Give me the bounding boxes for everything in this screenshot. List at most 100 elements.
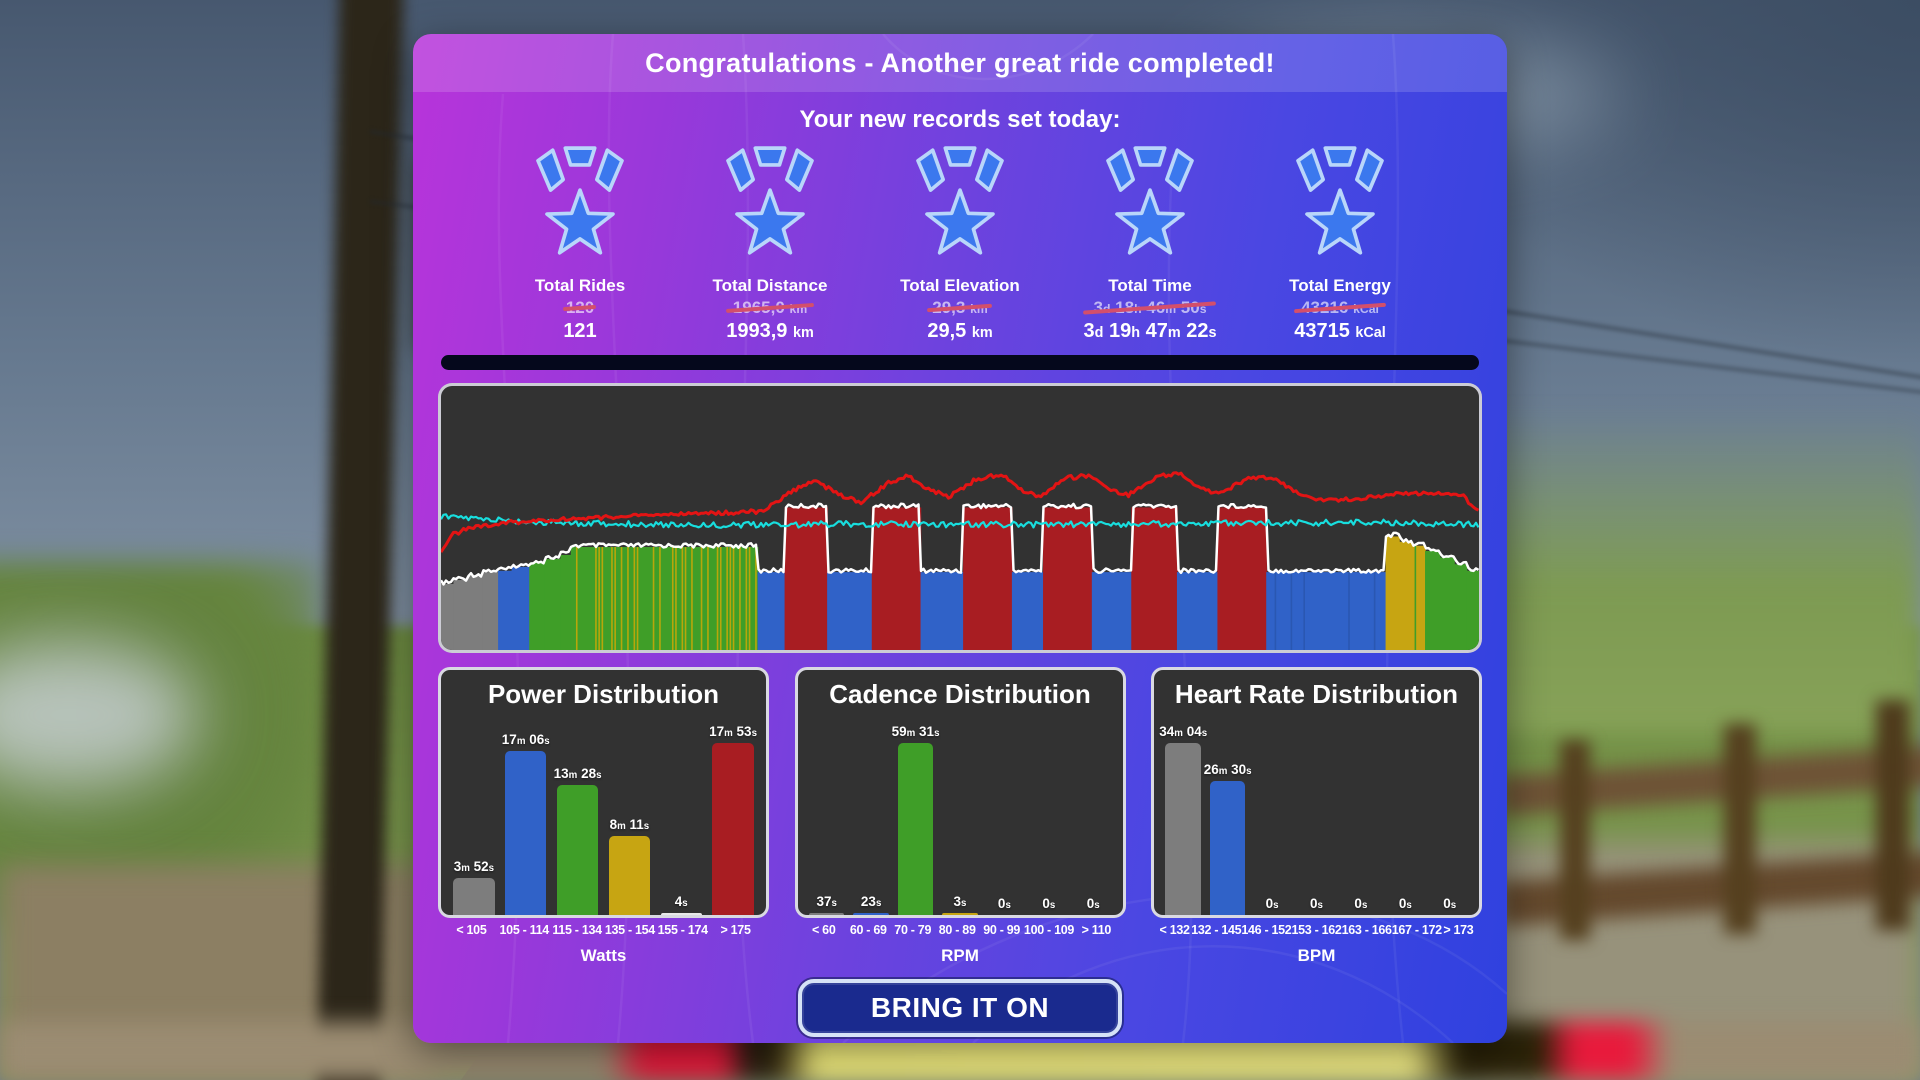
x-axis-tick-label: < 60	[812, 923, 836, 937]
bar-value-label: 0s	[1354, 896, 1368, 911]
records-row: Total Rides 120 121 Total Distance 1965,0 k…	[413, 146, 1507, 343]
x-axis-tick-label: > 175	[720, 923, 751, 937]
bar-value-label: 0s	[1086, 896, 1100, 911]
distribution-bar	[942, 913, 978, 915]
fence-post	[1724, 724, 1756, 934]
bar-value-label: 4s	[674, 894, 688, 909]
x-axis-tick-label: 167 - 172	[1391, 923, 1442, 937]
bar-value-label: 3s	[953, 894, 967, 909]
distribution-bar-column: 17m 06s	[500, 714, 552, 915]
ride-summary-modal: Congratulations - Another great ride com…	[413, 34, 1507, 1043]
record-old-value: 3d 18h 46m 50s	[1093, 298, 1207, 317]
fence-post	[1876, 700, 1910, 930]
bar-value-label: 0s	[1042, 896, 1056, 911]
distribution-bar-column: 26m 30s	[1203, 714, 1252, 915]
x-axis-tick-label: > 110	[1081, 923, 1112, 937]
xp-progress-bar	[441, 355, 1479, 370]
record-old-value: 1965,0 km	[732, 298, 808, 317]
record-item: Total Elevation 29,3 km 29,5 km	[865, 146, 1055, 343]
x-axis-tick-label: 90 - 99	[983, 923, 1021, 937]
bar-value-label: 0s	[1265, 896, 1279, 911]
distribution-bar-column: 3m 52s	[448, 714, 500, 915]
bar-value-label: 0s	[1398, 896, 1412, 911]
heart-rate-axis-unit: BPM	[1297, 946, 1336, 965]
bar-value-label: 8m 11s	[609, 817, 650, 832]
x-axis-tick-label: > 173	[1443, 923, 1474, 937]
bar-value-label: 26m 30s	[1203, 762, 1252, 777]
power-distribution-title: Power Distribution	[487, 679, 720, 709]
ride-timeline-svg	[441, 471, 1479, 650]
x-axis-tick-label: 100 - 109	[1023, 923, 1075, 937]
power-x-labels: < 105 105 - 114 115 - 134 135 - 154 155 - 17…	[438, 923, 769, 937]
distribution-bar	[853, 913, 889, 915]
record-label: Total Rides	[534, 276, 626, 295]
x-axis-tick-label: < 105	[456, 923, 487, 937]
bar-value-label: 37s	[816, 894, 837, 909]
distribution-bar-column: 8m 11s	[603, 714, 655, 915]
distribution-bar	[1209, 781, 1246, 915]
modal-title-bar: Congratulations - Another great ride com…	[413, 34, 1507, 92]
distribution-bar-column: 0s	[1027, 714, 1071, 915]
distribution-bar-column: 0s	[1383, 714, 1427, 915]
bar-value-label: 17m 06s	[501, 732, 550, 747]
heart-rate-x-labels: < 132 132 - 145 146 - 152 153 - 162 163 - 16…	[1151, 923, 1482, 937]
distribution-bar	[453, 878, 495, 915]
cadence-x-labels: < 60 60 - 69 70 - 79 80 - 89 90 - 99 100 - 10…	[795, 923, 1126, 937]
power-axis-unit: Watts	[580, 946, 627, 965]
heart-rate-distribution-panel: Heart Rate Distribution 34m 04s 26m 30s 0s…	[1151, 667, 1482, 918]
cadence-distribution-title: Cadence Distribution	[829, 679, 1091, 709]
distribution-bar-column: 0s	[1428, 714, 1472, 915]
record-medal-icon	[536, 146, 624, 255]
ride-timeline-chart	[438, 383, 1482, 653]
record-label: Total Elevation	[900, 276, 1020, 295]
record-new-value: 1993,9 km	[726, 320, 814, 342]
distribution-bar-column: 23s	[849, 714, 893, 915]
distribution-bar-column: 0s	[1294, 714, 1338, 915]
bar-value-label: 0s	[1310, 896, 1323, 911]
record-new-value: 3d 19h 47m 22s	[1083, 320, 1217, 342]
bar-value-label: 13m 28s	[553, 766, 602, 781]
record-medal-icon	[916, 146, 1004, 255]
distribution-bar-column: 13m 28s	[552, 714, 604, 915]
record-old-value: 120	[565, 298, 595, 317]
record-label: Total Time	[1108, 276, 1192, 295]
distribution-bar	[1165, 743, 1201, 915]
heart-rate-distribution-group: Heart Rate Distribution 34m 04s 26m 30s 0s…	[1151, 667, 1482, 966]
heart-rate-distribution-bars: 34m 04s 26m 30s 0s 0s 0s 0s 0s	[1159, 714, 1472, 915]
distribution-bar-column: 3s	[938, 714, 982, 915]
x-axis-tick-label: 146 - 152	[1241, 923, 1292, 937]
bring-it-on-button[interactable]: BRING IT ON	[798, 979, 1122, 1037]
record-new-value: 121	[563, 320, 597, 342]
record-item: Total Rides 120 121	[485, 146, 675, 343]
power-distribution-panel: Power Distribution 3m 52s 17m 06s 13m 28s 8…	[438, 667, 769, 918]
record-old-value: 29,3 km	[932, 298, 988, 317]
distribution-bar-column: 37s	[805, 714, 849, 915]
distribution-bar-column: 0s	[1339, 714, 1383, 915]
distribution-bar	[897, 743, 934, 915]
distribution-bar	[808, 913, 845, 915]
x-axis-tick-label: 115 - 134	[552, 923, 602, 937]
power-distribution-group: Power Distribution 3m 52s 17m 06s 13m 28s 8…	[438, 667, 769, 966]
records-heading: Your new records set today:	[799, 106, 1121, 133]
record-medal-icon	[1296, 146, 1384, 255]
fence-post	[1560, 740, 1590, 940]
modal-title: Congratulations - Another great ride com…	[645, 47, 1275, 78]
bar-value-label: 34m 04s	[1159, 724, 1208, 739]
record-medal-icon	[1106, 146, 1194, 255]
bar-value-label: 0s	[1443, 896, 1457, 911]
x-axis-tick-label: 70 - 79	[894, 923, 932, 937]
x-axis-tick-label: 153 - 162	[1291, 923, 1342, 937]
record-new-value: 29,5 km	[927, 320, 993, 342]
cadence-distribution-panel: Cadence Distribution 37s 23s 59m 31s 3s 0s 0s…	[794, 667, 1126, 918]
record-label: Total Distance	[712, 276, 828, 295]
bar-value-label: 3m 52s	[453, 859, 495, 874]
record-medal-icon	[726, 146, 814, 255]
bar-value-label: 0s	[997, 896, 1011, 911]
cadence-axis-unit: RPM	[941, 946, 979, 965]
cadence-distribution-bars: 37s 23s 59m 31s 3s 0s 0s 0s	[805, 714, 1116, 915]
distribution-bar-column: 0s	[1250, 714, 1294, 915]
distribution-bar	[712, 743, 754, 915]
record-new-value: 43715 kCal	[1294, 320, 1386, 342]
cadence-distribution-group: Cadence Distribution 37s 23s 59m 31s 3s 0s 0s…	[794, 667, 1126, 966]
